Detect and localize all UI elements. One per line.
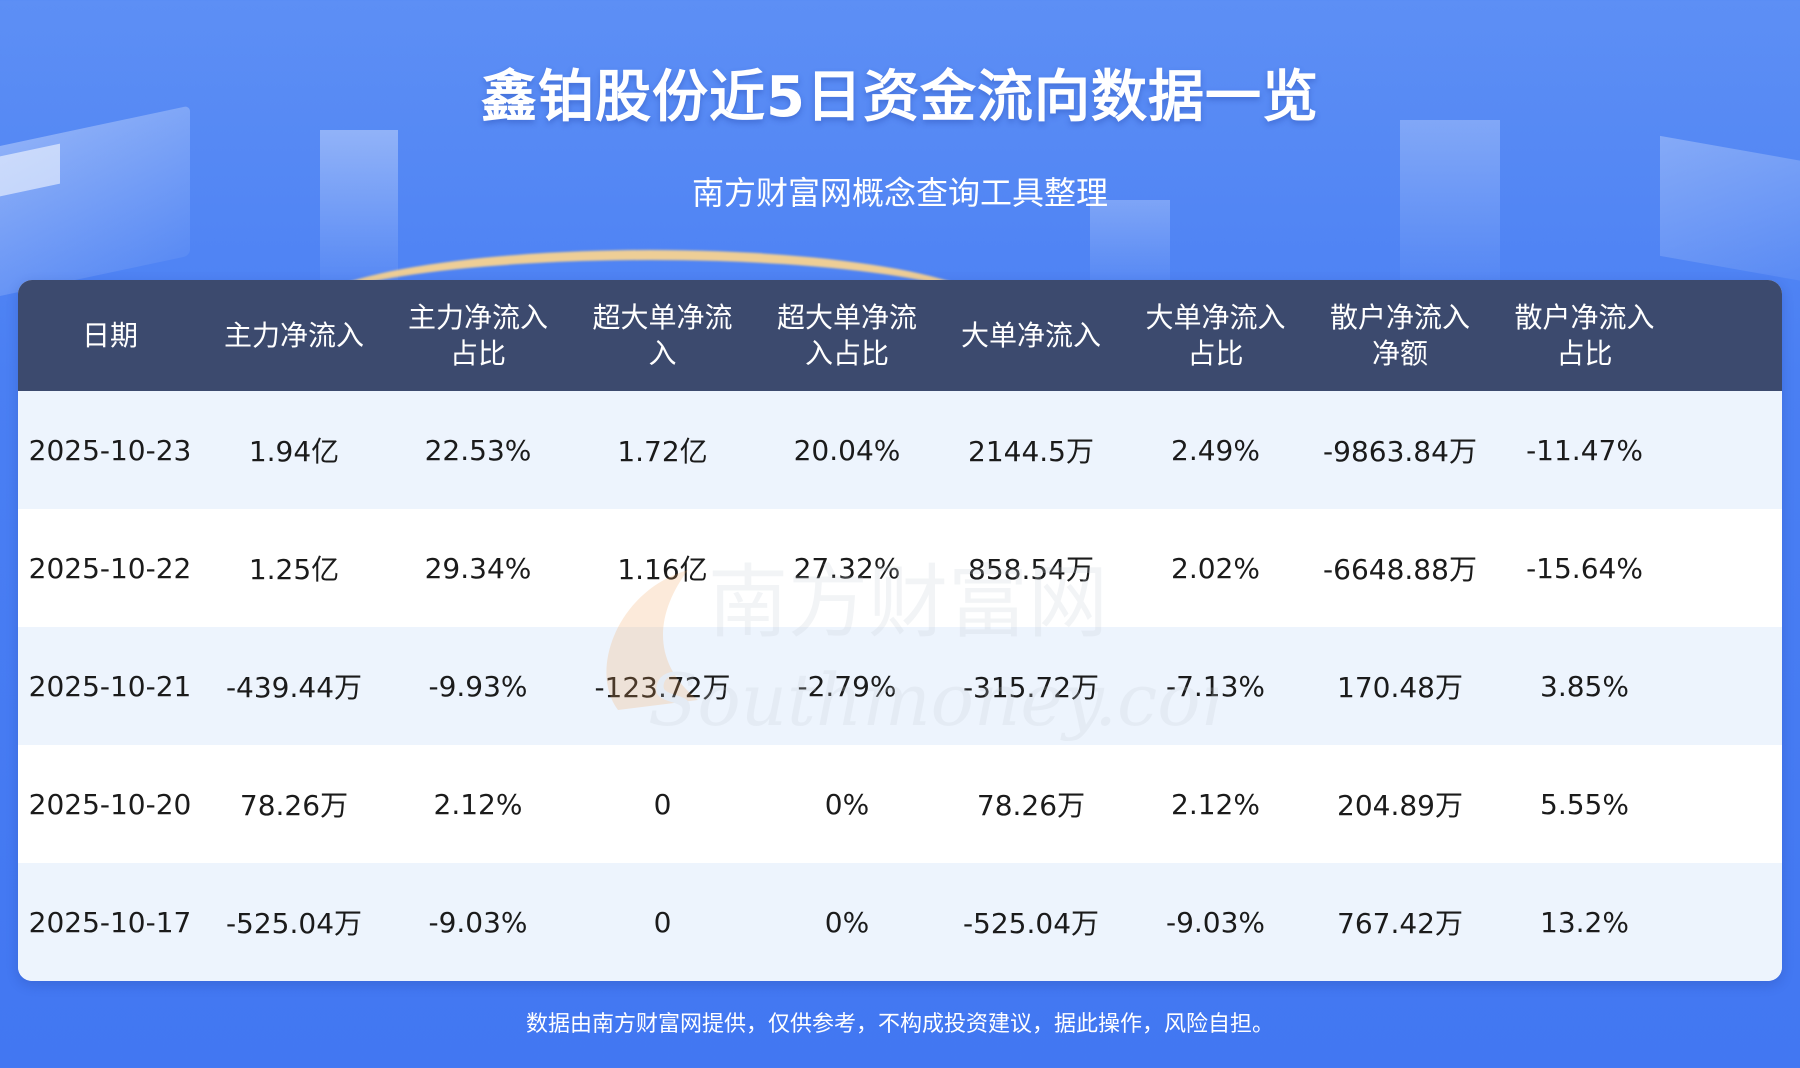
table-cell: 2.49% bbox=[1171, 433, 1260, 467]
table-cell: 0% bbox=[824, 905, 870, 939]
table-cell: 1.16亿 bbox=[617, 553, 708, 586]
page-subtitle: 南方财富网概念查询工具整理 bbox=[691, 174, 1108, 212]
table-cell: 1.94亿 bbox=[248, 435, 340, 468]
table-cell: 767.42万 bbox=[1337, 907, 1463, 940]
table-cell: 2.12% bbox=[433, 787, 523, 821]
footer-disclaimer: 数据由南方财富网提供，仅供参考，不构成投资建议，据此操作，风险自担。 bbox=[525, 1012, 1274, 1037]
column-header: 主力净流入 bbox=[223, 318, 364, 352]
table-cell: 0 bbox=[653, 787, 672, 821]
table-cell: 13.2% bbox=[1540, 905, 1629, 939]
table-cell: 78.26万 bbox=[239, 789, 349, 822]
table-cell: -15.64% bbox=[1526, 551, 1643, 585]
table-cell: -9863.84万 bbox=[1323, 435, 1477, 468]
table-cell: 2.12% bbox=[1171, 787, 1260, 821]
table-cell: 1.72亿 bbox=[617, 435, 708, 468]
table-cell: 204.89万 bbox=[1337, 789, 1463, 822]
table-cell: -2.79% bbox=[797, 669, 897, 703]
date-cell: 2025-10-22 bbox=[28, 551, 192, 585]
table-body: 2025-10-23 1.94亿 22.53% 1.72亿 20.04% 2144.5万 2… bbox=[18, 391, 1782, 981]
table-cell: 170.48万 bbox=[1337, 671, 1463, 704]
column-header: 超大单净流 入 bbox=[592, 300, 733, 370]
table-cell: -525.04万 bbox=[225, 907, 363, 940]
table-cell: 3.85% bbox=[1540, 669, 1629, 703]
page-title: 鑫铂股份近5日资金流向数据一览 bbox=[481, 65, 1319, 130]
data-table-card: 日期 主力净流入 主力净流入 占比 超大单净流 入超大单净流 入占比 大单净流入 大单净流… bbox=[18, 280, 1782, 981]
table-cell: 2144.5万 bbox=[968, 435, 1094, 468]
date-cell: 2025-10-20 bbox=[28, 787, 192, 821]
table-cell: -7.13% bbox=[1165, 669, 1266, 703]
table-cell: 858.54万 bbox=[968, 553, 1094, 586]
table-cell: -6648.88万 bbox=[1323, 553, 1477, 586]
table-cell: 1.25亿 bbox=[248, 553, 340, 586]
table-cell: 78.26万 bbox=[976, 789, 1086, 822]
column-header: 日期 bbox=[81, 318, 138, 352]
table-cell: 27.32% bbox=[793, 551, 901, 585]
column-header: 散户净流入 净额 bbox=[1329, 300, 1470, 370]
table-cell: 5.55% bbox=[1540, 787, 1629, 821]
column-header: 散户净流入 占比 bbox=[1514, 300, 1655, 370]
date-cell: 2025-10-21 bbox=[28, 669, 192, 703]
table-cell: -9.93% bbox=[428, 669, 528, 703]
table-row: 2025-10-20 78.26万 2.12% 0 0% 78.26万 2.12% 204.8… bbox=[18, 745, 1782, 863]
column-header: 大单净流入 bbox=[960, 318, 1101, 352]
table-cell: 0% bbox=[824, 787, 870, 821]
table-row: 2025-10-23 1.94亿 22.53% 1.72亿 20.04% 2144.5万 2… bbox=[18, 391, 1782, 509]
table-row: 2025-10-21 -439.44万 -9.93% -123.72万 -2.79% -3… bbox=[18, 627, 1782, 745]
table-row: 2025-10-17 -525.04万 -9.03% 0 0% -525.04万 -9.03… bbox=[18, 863, 1782, 981]
column-header: 超大单净流 入占比 bbox=[776, 300, 917, 370]
table-cell: 0 bbox=[653, 905, 672, 939]
table-cell: 29.34% bbox=[424, 551, 532, 585]
table-cell: -439.44万 bbox=[225, 671, 363, 704]
date-cell: 2025-10-23 bbox=[28, 433, 192, 467]
date-cell: 2025-10-17 bbox=[28, 905, 192, 939]
column-header: 大单净流入 占比 bbox=[1145, 300, 1286, 370]
table-cell: -123.72万 bbox=[594, 671, 731, 704]
table-cell: -9.03% bbox=[1165, 905, 1266, 939]
table-row: 2025-10-22 1.25亿 29.34% 1.16亿 27.32% 858.54万 2… bbox=[18, 509, 1782, 627]
table-cell: -9.03% bbox=[428, 905, 528, 939]
table-cell: -11.47% bbox=[1526, 433, 1643, 467]
table-cell: -525.04万 bbox=[962, 907, 1100, 940]
table-cell: 2.02% bbox=[1171, 551, 1260, 585]
table-cell: 22.53% bbox=[424, 433, 532, 467]
table-cell: 20.04% bbox=[793, 433, 901, 467]
table-header: 日期 主力净流入 主力净流入 占比 超大单净流 入超大单净流 入占比 大单净流入 大单净流… bbox=[18, 280, 1782, 391]
table-cell: -315.72万 bbox=[962, 671, 1100, 704]
column-header: 主力净流入 占比 bbox=[407, 300, 548, 370]
